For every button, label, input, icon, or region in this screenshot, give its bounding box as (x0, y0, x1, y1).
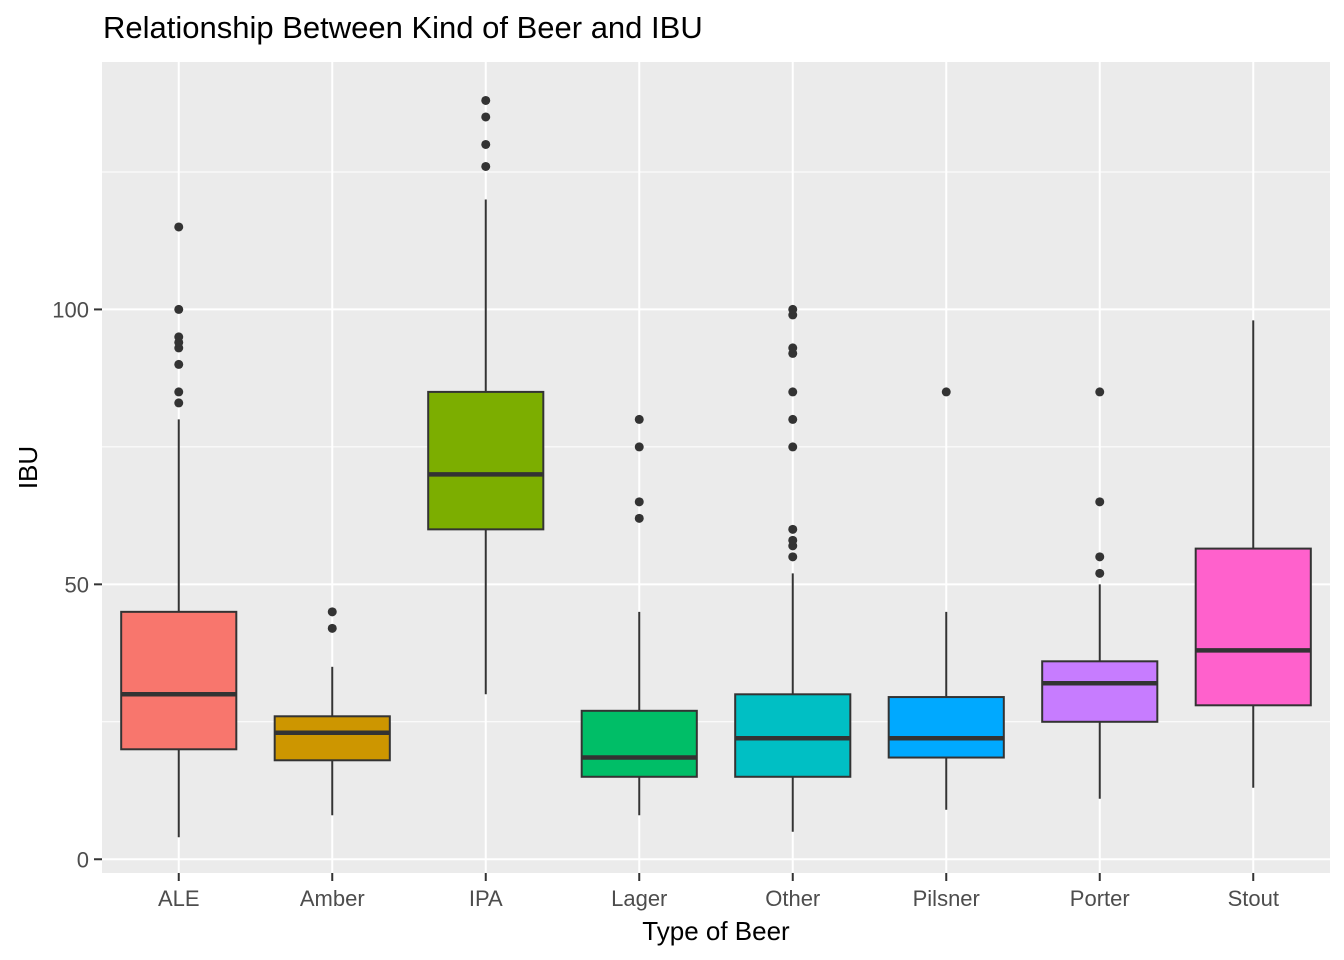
outlier-point (1095, 552, 1105, 562)
y-axis: 0 50 100 (52, 297, 102, 872)
outlier-point (788, 442, 798, 452)
outlier-point (174, 222, 184, 232)
box-ale (120, 222, 238, 838)
outlier-point (174, 332, 184, 342)
outlier-point (481, 95, 491, 105)
box-body (1194, 547, 1312, 707)
outlier-point (481, 112, 491, 122)
outlier-point (788, 552, 798, 562)
outlier-point (174, 398, 184, 408)
box-amber (273, 607, 391, 816)
x-tick-label: Pilsner (913, 886, 980, 911)
outlier-point (788, 535, 798, 545)
outlier-point (1095, 497, 1105, 507)
x-tick-label: Other (765, 886, 820, 911)
outlier-point (174, 304, 184, 314)
outlier-point (1095, 387, 1105, 397)
outlier-point (634, 442, 644, 452)
outlier-point (788, 304, 798, 314)
outlier-point (634, 497, 644, 507)
y-tick-label: 100 (52, 297, 89, 322)
boxes (120, 95, 1312, 838)
x-tick-label: ALE (158, 886, 200, 911)
box-stout (1194, 320, 1312, 788)
box-other (734, 304, 852, 832)
x-axis: ALE Amber IPA Lager Other Pilsner Porter Stout (158, 873, 1279, 911)
outlier-point (788, 387, 798, 397)
outlier-point (174, 359, 184, 369)
box-body (580, 709, 698, 778)
box-body (1041, 660, 1159, 723)
outlier-point (634, 414, 644, 424)
outlier-point (327, 607, 337, 617)
x-tick-label: Porter (1070, 886, 1130, 911)
outlier-point (174, 387, 184, 397)
box-lager (580, 414, 698, 816)
outlier-point (481, 139, 491, 149)
x-tick-label: Amber (300, 886, 365, 911)
y-tick-label: 50 (65, 572, 89, 597)
box-porter (1041, 387, 1159, 799)
outlier-point (788, 524, 798, 534)
outlier-point (1095, 568, 1105, 578)
x-tick-label: Lager (611, 886, 667, 911)
box-body (120, 610, 238, 751)
box-body (887, 696, 1005, 759)
y-tick-label: 0 (77, 847, 89, 872)
outlier-point (941, 387, 951, 397)
x-tick-label: IPA (469, 886, 503, 911)
box-body (273, 715, 391, 762)
x-tick-label: Stout (1228, 886, 1279, 911)
x-axis-title: Type of Beer (642, 916, 790, 946)
chart-title: Relationship Between Kind of Beer and IB… (103, 10, 703, 45)
box-body (427, 390, 545, 531)
box-ipa (427, 95, 545, 695)
outlier-point (481, 161, 491, 171)
box-pilsner (887, 387, 1005, 810)
y-axis-title: IBU (13, 446, 43, 489)
outlier-point (634, 513, 644, 523)
box-body (734, 693, 852, 778)
outlier-point (327, 623, 337, 633)
outlier-point (788, 343, 798, 353)
outlier-point (788, 414, 798, 424)
